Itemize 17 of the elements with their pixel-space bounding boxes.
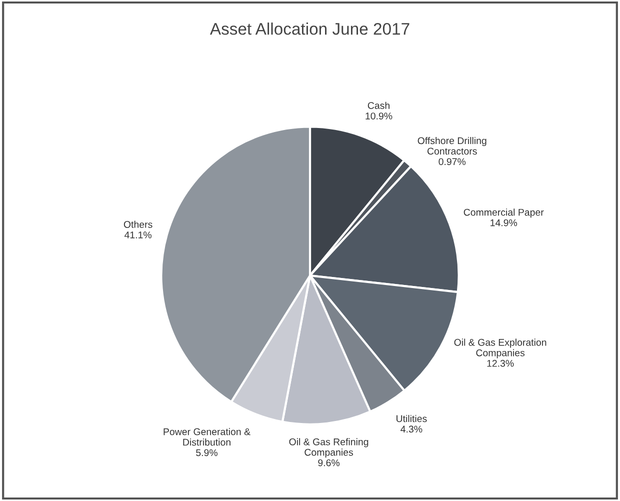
data-label: 9.6%	[318, 459, 340, 466]
data-label: 4.3%	[400, 426, 422, 433]
slice-label: Utilities	[396, 414, 427, 422]
slice-label: Others	[124, 220, 152, 228]
slice-label: Oil & Gas Exploration Companies	[454, 338, 546, 358]
slice-label: Offshore Drilling Contractors	[418, 136, 486, 155]
slice-label: Oil & Gas Refining Companies	[289, 438, 368, 458]
data-label: 14.9%	[490, 219, 518, 226]
data-label: 41.1%	[124, 232, 152, 238]
data-label: 5.9%	[196, 449, 218, 456]
chart-title: Asset Allocation June 2017	[210, 22, 410, 35]
slice-label: Commercial Paper	[464, 208, 544, 218]
slice-label: Cash	[368, 102, 390, 109]
data-label: 10.9%	[366, 112, 392, 120]
data-label: 0.97%	[438, 158, 466, 166]
slice-label: Power Generation & Distribution	[164, 428, 250, 446]
data-label: 12.3%	[487, 360, 514, 367]
